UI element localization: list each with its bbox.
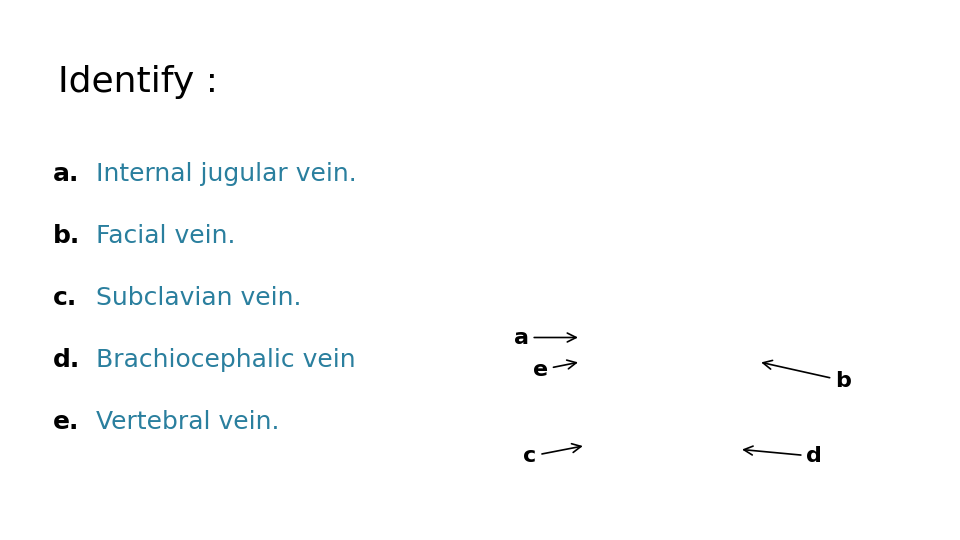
Text: Subclavian vein.: Subclavian vein. bbox=[96, 286, 301, 310]
Text: a.: a. bbox=[53, 162, 79, 186]
Text: d.: d. bbox=[53, 348, 80, 372]
Text: a: a bbox=[514, 327, 576, 348]
Text: Identify :: Identify : bbox=[58, 65, 218, 99]
Text: d: d bbox=[744, 446, 823, 467]
Text: b.: b. bbox=[53, 224, 80, 248]
Text: Internal jugular vein.: Internal jugular vein. bbox=[96, 162, 357, 186]
Text: b: b bbox=[763, 360, 852, 391]
Text: Brachiocephalic vein: Brachiocephalic vein bbox=[96, 348, 355, 372]
Text: c: c bbox=[523, 444, 581, 467]
Text: e: e bbox=[533, 360, 576, 380]
Text: e.: e. bbox=[53, 410, 79, 434]
Text: Vertebral vein.: Vertebral vein. bbox=[96, 410, 279, 434]
Text: c.: c. bbox=[53, 286, 77, 310]
Text: Facial vein.: Facial vein. bbox=[96, 224, 235, 248]
